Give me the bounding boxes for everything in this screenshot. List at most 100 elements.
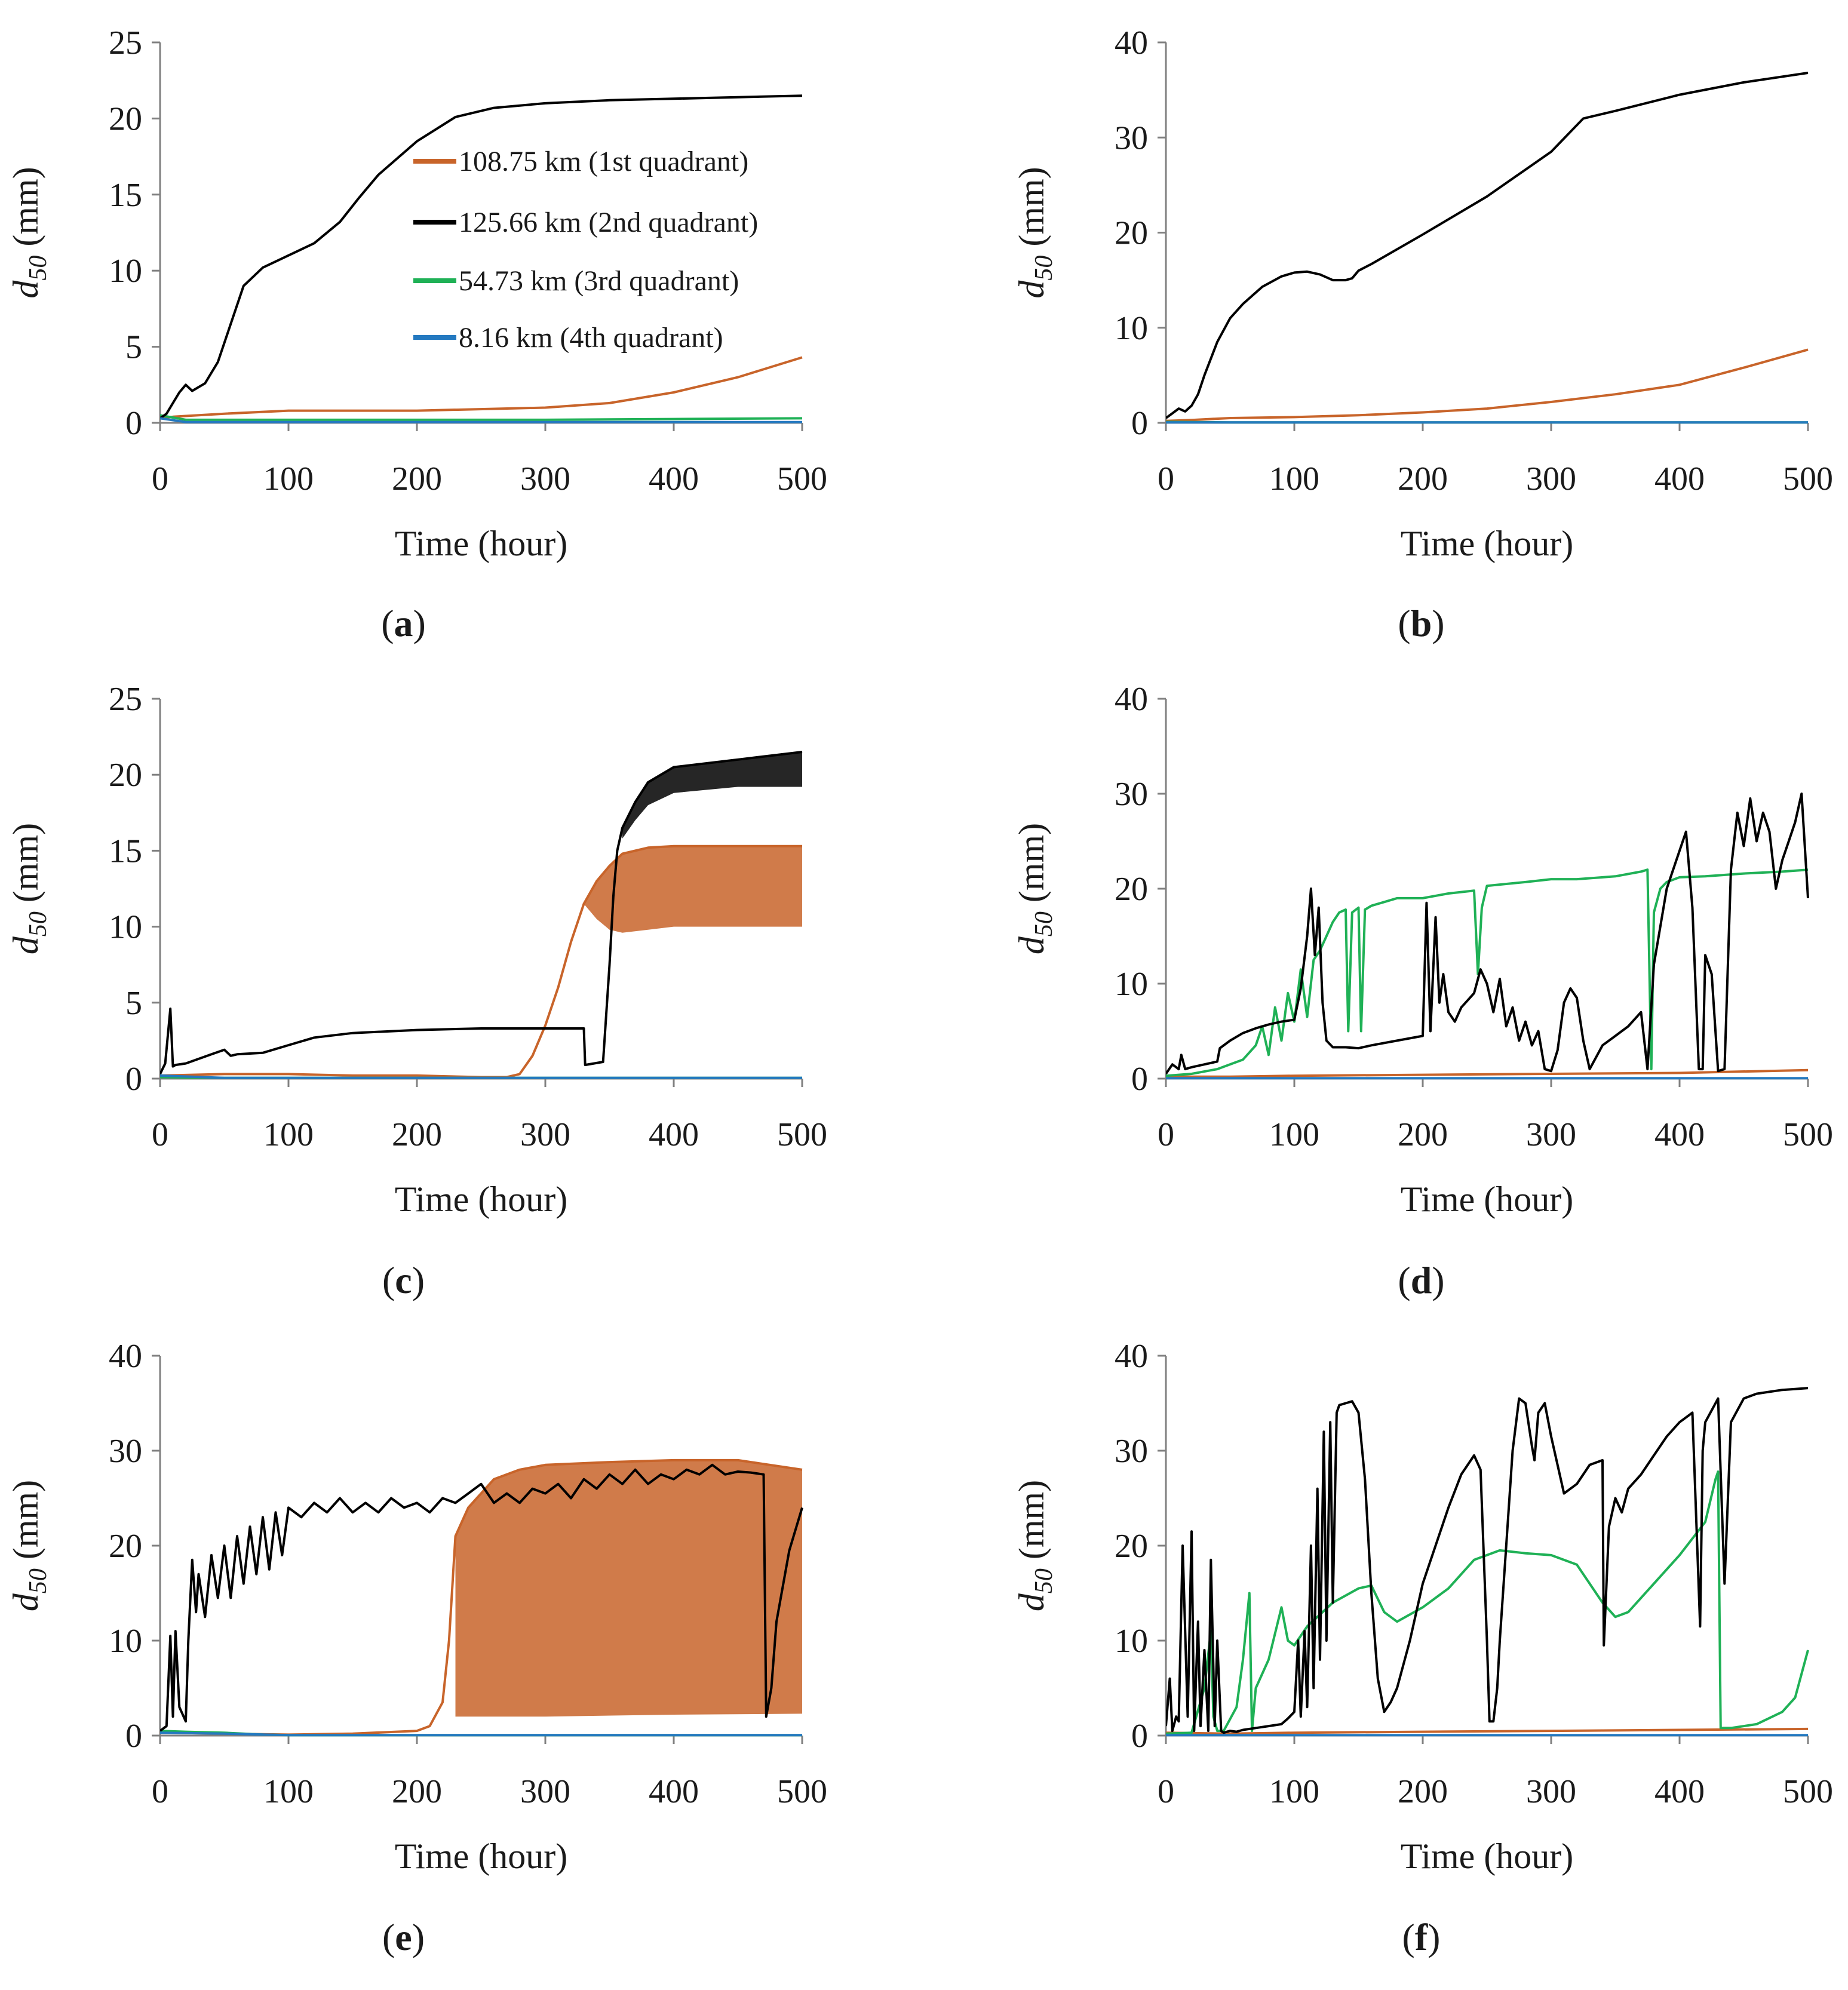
x-tick-label: 500 [1783,460,1833,498]
series-line-q2 [1166,72,1809,419]
legend-label-q1: 108.75 km (1st quadrant) [459,146,748,177]
x-axis-title: Time (hour) [395,524,567,563]
panel-caption: (d) [1398,1259,1444,1301]
series-line-q1 [160,844,802,1079]
y-tick-label: 30 [1115,1433,1148,1470]
x-tick-label: 500 [777,1116,827,1153]
panel-caption: (f) [1402,1916,1441,1958]
series-line-q4 [160,1074,802,1079]
y-tick-label: 0 [125,1718,142,1755]
x-tick-label: 300 [520,1773,570,1810]
y-tick-label: 20 [109,100,142,137]
x-tick-label: 0 [1158,1773,1174,1810]
x-axis-title: Time (hour) [395,1837,567,1876]
y-tick-label: 0 [1131,1718,1148,1755]
y-tick-label: 5 [125,329,142,366]
y-tick-label: 40 [1115,681,1148,718]
x-tick-label: 300 [1526,1116,1576,1153]
y-tick-label: 30 [1115,119,1148,156]
x-tick-label: 400 [1654,460,1705,498]
x-tick-label: 200 [392,460,442,498]
x-tick-label: 200 [1398,1116,1448,1153]
x-tick-label: 400 [649,1116,699,1153]
y-axis-title: d50 (mm) [1012,167,1058,298]
series-line-q2 [1166,793,1809,1075]
series-line-q3 [160,414,803,421]
y-tick-label: 25 [109,681,142,718]
series-line-q2 [160,1463,803,1732]
legend-label-q3: 54.73 km (3rd quadrant) [459,265,739,297]
series-group [1166,793,1809,1080]
y-tick-label: 5 [125,985,142,1022]
y-axis-title: d50 (mm) [6,823,52,954]
x-tick-label: 200 [392,1773,442,1810]
x-tick-label: 100 [263,1116,314,1153]
series-group [160,1458,803,1737]
y-tick-label: 40 [1115,24,1148,62]
x-tick-label: 500 [777,1773,827,1810]
y-tick-label: 30 [109,1433,142,1470]
x-axis-title: Time (hour) [1401,1180,1573,1219]
y-tick-label: 20 [1115,215,1148,252]
x-tick-label: 0 [1158,460,1174,498]
panel-caption: (a) [381,602,426,644]
y-axis-title: d50 (mm) [1012,823,1058,954]
series-line-q2 [160,751,803,1075]
legend-label-q4: 8.16 km (4th quadrant) [459,322,723,354]
x-tick-label: 300 [520,1116,570,1153]
series-line-q1 [1166,348,1809,422]
panel-caption: (c) [382,1259,425,1301]
x-axis-title: Time (hour) [1401,524,1573,563]
series-line-q2 [160,94,803,420]
x-tick-label: 200 [1398,1773,1448,1810]
series-line-q4 [160,417,802,423]
series-line-q2 [1166,1387,1809,1734]
x-tick-label: 200 [1398,460,1448,498]
y-tick-label: 10 [109,1623,142,1660]
x-axis-title: Time (hour) [1401,1837,1573,1876]
x-tick-label: 500 [1783,1116,1833,1153]
y-tick-label: 40 [109,1338,142,1375]
series-group [1166,1387,1809,1737]
y-tick-label: 25 [109,24,142,62]
y-axis-title: d50 (mm) [1012,1480,1058,1611]
x-tick-label: 500 [777,460,827,498]
x-tick-label: 0 [1158,1116,1174,1153]
y-tick-label: 0 [125,405,142,442]
x-tick-label: 400 [1654,1773,1705,1810]
series-line-q3 [1166,1470,1809,1735]
x-tick-label: 300 [520,460,570,498]
legend: 108.75 km (1st quadrant) 125.66 km (2nd q… [413,146,758,354]
x-tick-label: 100 [1269,460,1319,498]
series-line-q1 [160,356,803,420]
x-tick-label: 300 [1526,460,1576,498]
y-tick-label: 10 [1115,1623,1148,1660]
series-band-q1 [584,846,802,933]
y-tick-label: 20 [109,757,142,794]
x-tick-label: 100 [1269,1116,1319,1153]
series-line-q3 [1166,868,1809,1077]
chart-panel-a: 0 5 10 15 20 25 0 100 200 300 400 500 Time (hour) d50… [6,24,827,644]
y-tick-label: 15 [109,177,142,214]
series-group [160,94,803,423]
y-tick-label: 10 [1115,966,1148,1003]
x-tick-label: 100 [263,1773,314,1810]
x-tick-label: 0 [152,1773,168,1810]
y-tick-label: 10 [109,909,142,946]
y-tick-label: 20 [1115,1528,1148,1565]
x-tick-label: 0 [152,1116,168,1153]
series-line-q4 [160,1731,802,1737]
y-tick-label: 0 [1131,405,1148,442]
y-axis-title: d50 (mm) [6,1480,52,1611]
x-axis-title: Time (hour) [395,1180,567,1219]
y-tick-label: 20 [1115,871,1148,908]
y-axis-title: d50 (mm) [6,167,52,298]
x-tick-label: 300 [1526,1773,1576,1810]
x-tick-label: 0 [152,460,168,498]
y-tick-label: 30 [1115,776,1148,813]
series-band-q2 [622,752,802,839]
